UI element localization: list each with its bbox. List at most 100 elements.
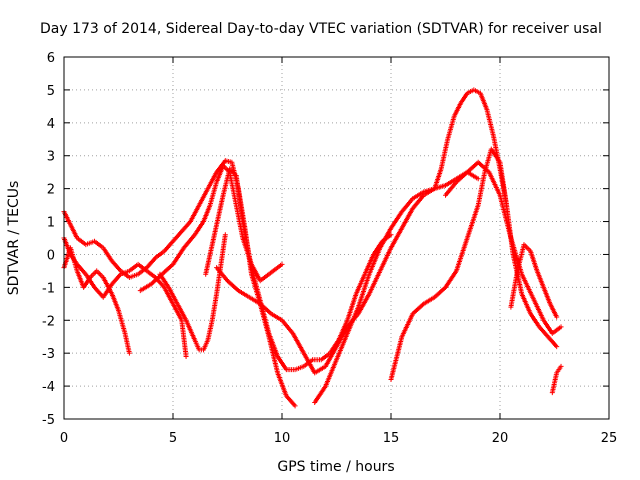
data-point-run — [82, 276, 92, 289]
data-point-run — [182, 233, 197, 250]
data-point-run — [367, 269, 382, 295]
data-point-run — [432, 167, 444, 190]
data-point-run — [459, 92, 469, 105]
data-point-run — [284, 394, 297, 408]
x-tick-label: 5 — [169, 431, 177, 446]
data-point-run — [201, 339, 210, 351]
data-point-run — [201, 204, 212, 223]
data-point-run — [294, 364, 305, 372]
data-point-run — [171, 302, 184, 322]
data-point-run — [445, 115, 457, 141]
data-point-run — [422, 295, 436, 306]
data-point-run — [218, 233, 228, 266]
data-point — [554, 344, 560, 350]
data-point-run — [302, 352, 317, 375]
data-point-run — [378, 227, 393, 249]
y-tick-label: -5 — [42, 413, 55, 428]
data-point — [279, 261, 285, 267]
data-point-run — [85, 239, 96, 247]
data-point-run — [476, 171, 487, 206]
y-tick-label: 3 — [47, 150, 55, 165]
data-point-run — [197, 187, 210, 207]
chart-title: Day 173 of 2014, Sidereal Day-to-day VTE… — [40, 21, 602, 37]
data-point-run — [452, 102, 463, 118]
data-point-run — [291, 332, 306, 355]
data-point — [222, 232, 228, 238]
data-point-run — [145, 269, 157, 279]
axis-ticks: 0 5 10 15 20 25 -5 -4 -3 -2 -1 0 1 2 3 4 5 6 — [42, 51, 617, 446]
series-track-h — [312, 87, 510, 406]
series-track-i — [388, 146, 560, 383]
data-point-run — [122, 332, 132, 355]
data-point-run — [221, 168, 232, 197]
data-point-run — [323, 358, 339, 388]
data-point-run — [530, 296, 546, 322]
data-point-run — [68, 223, 79, 240]
grid — [64, 57, 609, 419]
data-point-run — [160, 262, 175, 276]
data-point-run — [68, 247, 80, 272]
data-point-run — [411, 194, 426, 210]
data-point-run — [476, 160, 491, 174]
data-point-run — [88, 269, 98, 279]
data-point-run — [454, 237, 470, 272]
data-point-run — [95, 269, 105, 279]
data-point-run — [484, 108, 496, 137]
data-point-run — [497, 194, 513, 239]
data-point-run — [550, 381, 557, 394]
data-point-run — [515, 243, 527, 272]
data-point-run — [145, 256, 157, 269]
data-point — [183, 353, 189, 359]
data-point-run — [137, 262, 148, 273]
data-point-run — [356, 273, 372, 309]
data-point-run — [552, 372, 559, 384]
data-point-run — [224, 158, 233, 165]
data-point-run — [400, 197, 415, 213]
data-point-run — [110, 259, 123, 273]
data-point-run — [171, 230, 184, 243]
y-tick-label: -1 — [42, 281, 55, 296]
data-point-run — [208, 181, 219, 206]
data-point-run — [323, 345, 339, 368]
data-point-run — [62, 210, 73, 226]
data-point-run — [175, 302, 188, 322]
y-tick-label: 4 — [47, 117, 55, 132]
data-point-run — [345, 306, 361, 335]
data-point-run — [546, 335, 559, 348]
data-point-run — [228, 167, 238, 177]
data-point-run — [214, 164, 226, 184]
y-tick-label: 1 — [47, 216, 55, 231]
y-tick-label: -2 — [42, 314, 55, 329]
y-tick-label: -3 — [42, 347, 55, 362]
data-point-run — [528, 312, 541, 328]
y-tick-label: -4 — [42, 380, 55, 395]
data-point-run — [345, 292, 359, 322]
data-point-run — [313, 384, 328, 404]
data-point — [475, 176, 481, 182]
data-point-run — [400, 207, 415, 230]
data-point-run — [184, 319, 197, 341]
data-point-run — [116, 309, 128, 335]
data-point-run — [226, 279, 240, 293]
data-point-run — [489, 148, 502, 164]
data-point-run — [193, 220, 206, 236]
data-point-run — [466, 88, 475, 95]
series-track-g — [214, 169, 481, 376]
data-point-run — [465, 204, 481, 239]
data-point-run — [280, 319, 295, 335]
data-point-run — [472, 88, 482, 95]
data-point-run — [110, 272, 123, 286]
data-point-run — [548, 302, 559, 319]
data-point-run — [411, 190, 425, 201]
x-tick-label: 20 — [492, 431, 509, 446]
data-point-run — [520, 273, 535, 299]
data-point-run — [75, 269, 86, 289]
data-point-run — [354, 273, 367, 295]
x-axis-label: GPS time / hours — [277, 459, 394, 475]
series-track-e — [157, 232, 228, 353]
data-point-run — [334, 325, 350, 348]
data-point-run — [110, 292, 121, 312]
data-point-run — [522, 243, 532, 253]
data-point-run — [487, 171, 502, 197]
data-point — [558, 363, 564, 369]
